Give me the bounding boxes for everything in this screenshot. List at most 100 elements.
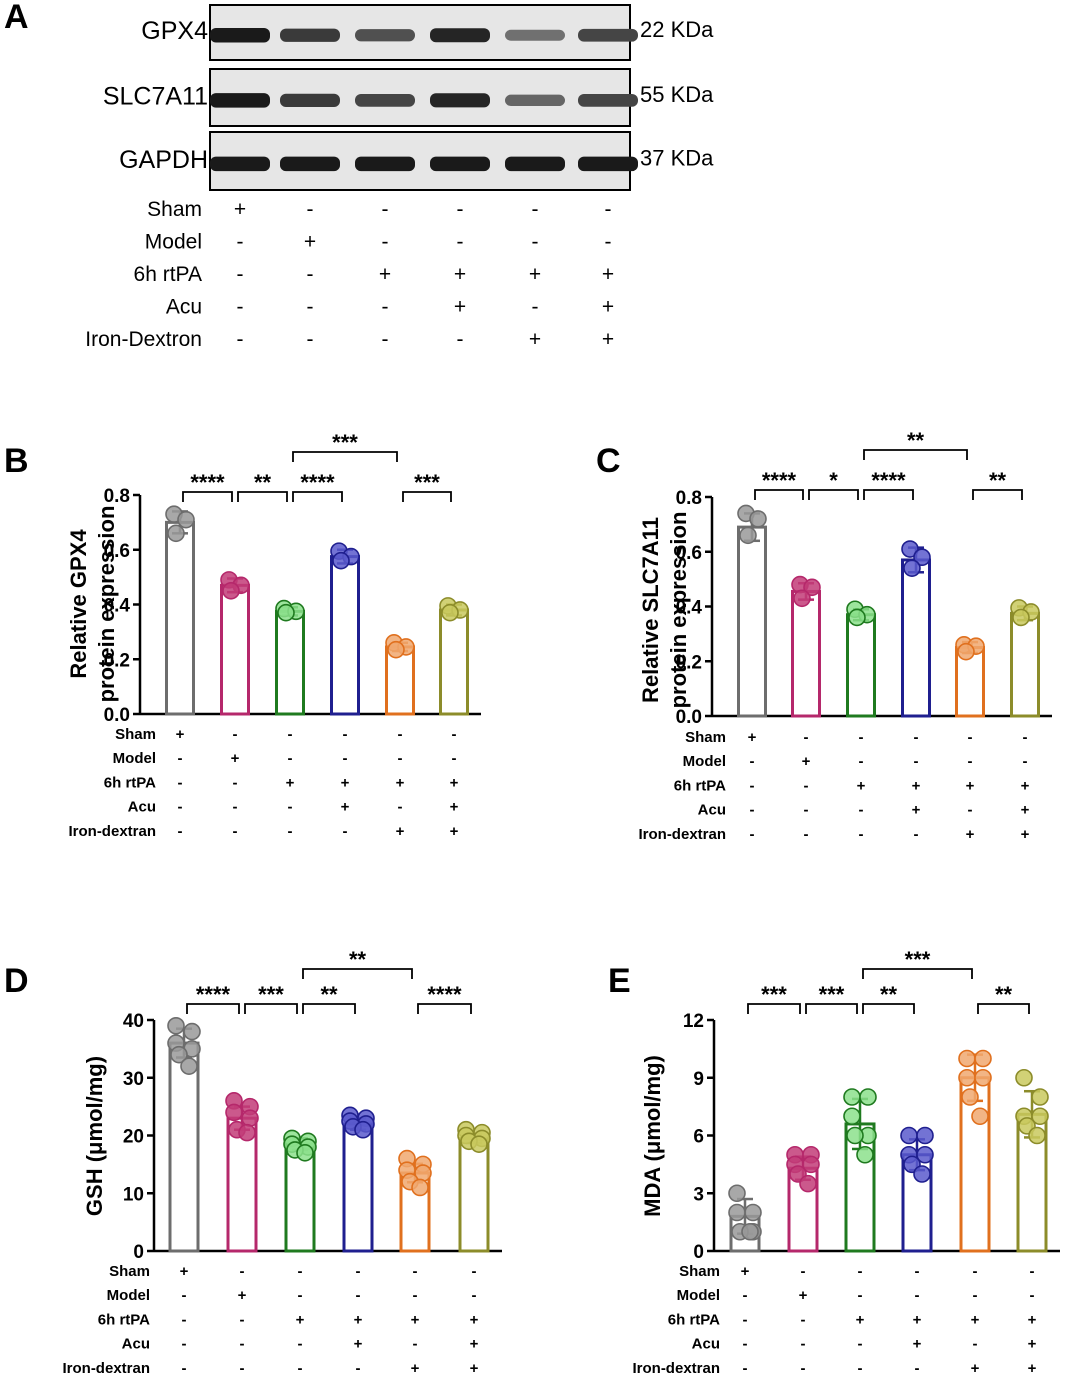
treatment-mark: - xyxy=(915,1287,920,1304)
chart-panel-c: 0.0 0.2 0.4 0.6 0.8 Relative SLC7A11 protein e… xyxy=(638,428,1052,843)
significance-bracket xyxy=(292,451,398,462)
treatment-mark: - xyxy=(743,1287,748,1304)
treatment-mark: + xyxy=(1028,1336,1037,1353)
significance-bracket xyxy=(754,489,804,500)
panel-letter-e: E xyxy=(608,962,631,1000)
y-tick-label: 10 xyxy=(123,1184,144,1205)
treatment-mark: - xyxy=(298,1360,303,1377)
treatment-mark: - xyxy=(382,231,389,254)
treatment-mark: - xyxy=(457,231,464,254)
treatment-label: Acu xyxy=(128,799,156,816)
data-point xyxy=(1031,1088,1049,1106)
treatment-mark: + xyxy=(450,823,459,840)
treatment-mark: - xyxy=(298,1287,303,1304)
treatment-mark: - xyxy=(858,1336,863,1353)
treatment-mark: - xyxy=(356,1360,361,1377)
bar xyxy=(165,520,195,716)
blot-band xyxy=(280,156,340,172)
treatment-mark: - xyxy=(750,753,755,770)
blot-frame xyxy=(209,131,631,191)
data-point xyxy=(1012,608,1030,627)
blot-protein-label: GPX4 xyxy=(141,17,208,45)
data-point xyxy=(1028,1126,1046,1145)
treatment-label: 6h rtPA xyxy=(104,774,156,791)
treatment-label: Acu xyxy=(698,802,726,819)
treatment-mark: - xyxy=(973,1336,978,1353)
treatment-mark: + xyxy=(529,263,541,286)
treatment-label: Acu xyxy=(692,1336,720,1353)
bar xyxy=(330,555,360,716)
treatment-mark: + xyxy=(176,726,185,743)
blot-band xyxy=(210,156,270,172)
treatment-mark: - xyxy=(298,1263,303,1280)
treatment-mark: - xyxy=(743,1360,748,1377)
treatment-mark: - xyxy=(182,1360,187,1377)
treatment-mark: + xyxy=(529,328,541,351)
data-point xyxy=(332,551,350,570)
significance-label: *** xyxy=(258,982,284,1007)
y-axis-label-line: protein expression xyxy=(94,506,119,703)
data-point xyxy=(749,510,767,528)
y-tick-label: 0.4 xyxy=(676,598,703,619)
treatment-mark: - xyxy=(288,823,293,840)
treatment-mark: + xyxy=(470,1360,479,1377)
treatment-mark: - xyxy=(237,231,244,254)
treatment-mark: - xyxy=(804,802,809,819)
treatment-mark: - xyxy=(968,753,973,770)
treatment-mark: - xyxy=(914,753,919,770)
panel-letter-d: D xyxy=(4,962,29,1000)
data-point xyxy=(793,589,811,608)
data-point xyxy=(961,1088,979,1106)
treatment-mark: - xyxy=(182,1336,187,1353)
blot-band xyxy=(430,28,490,43)
treatment-mark: + xyxy=(1021,826,1030,843)
treatment-mark: - xyxy=(343,750,348,767)
blot-size-label: 55 KDa xyxy=(640,82,714,107)
y-axis-label-line: Relative GPX4 xyxy=(66,529,91,679)
treatment-mark: + xyxy=(238,1287,247,1304)
blot-protein-label: GAPDH xyxy=(119,146,208,174)
treatment-label: Sham xyxy=(115,726,156,743)
y-tick-label: 3 xyxy=(693,1184,704,1205)
blot-treatment-table: Sham + - - - - - Model - + - - - - 6h rtPA - - + + + + Acu - - -… xyxy=(85,198,614,351)
blot-band xyxy=(355,29,415,42)
significance-label: ** xyxy=(989,468,1007,493)
treatment-mark: - xyxy=(532,231,539,254)
significance-label: ** xyxy=(995,982,1013,1007)
treatment-mark: + xyxy=(1021,802,1030,819)
treatment-mark: - xyxy=(288,726,293,743)
treatment-mark: - xyxy=(182,1287,187,1304)
treatment-mark: + xyxy=(470,1336,479,1353)
data-point xyxy=(846,1126,864,1145)
data-point xyxy=(971,1107,989,1126)
treatment-label: Acu xyxy=(122,1336,150,1353)
y-axis-label-line: protein expression xyxy=(666,512,691,709)
significance-label: **** xyxy=(300,470,335,495)
treatment-mark: - xyxy=(307,263,314,286)
data-point xyxy=(177,510,195,529)
data-point xyxy=(167,1016,185,1035)
data-point xyxy=(411,1178,429,1197)
data-point xyxy=(958,1049,976,1068)
treatment-mark: - xyxy=(457,328,464,351)
treatment-mark: - xyxy=(240,1336,245,1353)
treatment-label: Iron-dextran xyxy=(68,823,156,840)
significance-bracket xyxy=(805,1003,858,1014)
y-tick-label: 0.8 xyxy=(676,488,702,509)
treatment-mark: + xyxy=(602,296,614,319)
treatment-mark: + xyxy=(913,1336,922,1353)
treatment-label: Model xyxy=(683,753,726,770)
significance-bracket xyxy=(863,449,968,460)
blot-band xyxy=(210,93,270,108)
treatment-mark: - xyxy=(750,826,755,843)
y-tick-label: 0.4 xyxy=(104,596,131,617)
y-axis-label-line: Relative SLC7A11 xyxy=(638,517,663,703)
blot-band xyxy=(280,93,340,107)
treatment-mark: - xyxy=(1030,1263,1035,1280)
treatment-mark: + xyxy=(966,826,975,843)
treatment-mark: - xyxy=(182,1311,187,1328)
significance-bracket xyxy=(977,1003,1030,1014)
data-point xyxy=(803,578,821,597)
western-blot-panel: GPX4 22 KDa SLC7A11 55 KDa GAPDH 37 KDa Sham + -… xyxy=(85,4,714,351)
